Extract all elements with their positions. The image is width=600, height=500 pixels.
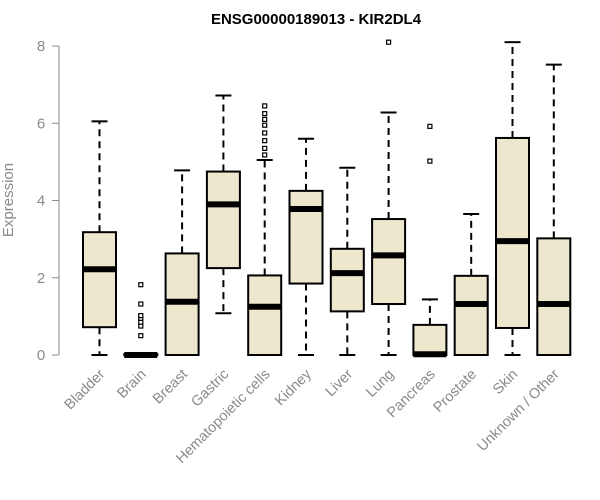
- x-tick-label: Bladder: [62, 366, 109, 413]
- box: [371, 218, 407, 306]
- y-axis: 0 2 4 6 8: [37, 38, 60, 364]
- outlier-point: [262, 145, 268, 151]
- outlier-point: [262, 130, 268, 136]
- outlier-point: [427, 158, 433, 164]
- box-group: [453, 213, 489, 357]
- box: [329, 247, 365, 313]
- chart-title: ENSG00000189013 - KIR2DL4: [211, 11, 422, 28]
- box-group: [205, 94, 241, 315]
- x-tick-label: Brain: [114, 367, 149, 402]
- box-group: [82, 120, 117, 356]
- outlier-point: [138, 313, 144, 319]
- outlier-point: [262, 111, 268, 117]
- box-group: [495, 41, 530, 356]
- outlier-point: [262, 122, 268, 128]
- box: [412, 323, 448, 357]
- box-group: [164, 169, 200, 356]
- y-axis-label: Expression: [0, 163, 17, 237]
- box: [288, 189, 324, 285]
- x-tick-label: Kidney: [272, 366, 315, 409]
- outlier-point: [427, 123, 433, 129]
- x-tick-label: Breast: [150, 367, 191, 408]
- x-tick-label: Lung: [363, 367, 397, 401]
- box-group: [247, 103, 283, 357]
- box-group: [412, 123, 448, 358]
- box: [536, 237, 572, 356]
- box: [205, 170, 241, 270]
- plot-area: [82, 39, 572, 358]
- outlier-point: [138, 301, 144, 307]
- y-tick-label: 8: [37, 38, 45, 55]
- outlier-point: [262, 116, 268, 123]
- box: [453, 274, 489, 357]
- x-tick-label: Liver: [323, 366, 357, 400]
- box: [82, 231, 117, 329]
- outlier-point: [262, 152, 268, 158]
- y-tick-label: 4: [37, 193, 45, 210]
- outlier-point: [386, 39, 392, 45]
- box: [495, 136, 530, 329]
- box-group: [123, 282, 159, 358]
- y-tick-label: 0: [37, 347, 45, 364]
- y-tick-label: 6: [37, 115, 45, 132]
- y-tick-label: 2: [37, 270, 45, 287]
- outlier-point: [262, 138, 268, 144]
- outlier-point: [138, 333, 144, 339]
- box-group: [371, 39, 407, 356]
- box-group: [536, 63, 572, 356]
- outlier-point: [138, 282, 144, 288]
- x-tick-label: Prostate: [431, 367, 480, 416]
- outlier-point: [262, 103, 268, 109]
- box-group: [329, 166, 365, 356]
- x-tick-label: Skin: [490, 367, 521, 398]
- box-group: [288, 137, 324, 356]
- box: [247, 274, 283, 357]
